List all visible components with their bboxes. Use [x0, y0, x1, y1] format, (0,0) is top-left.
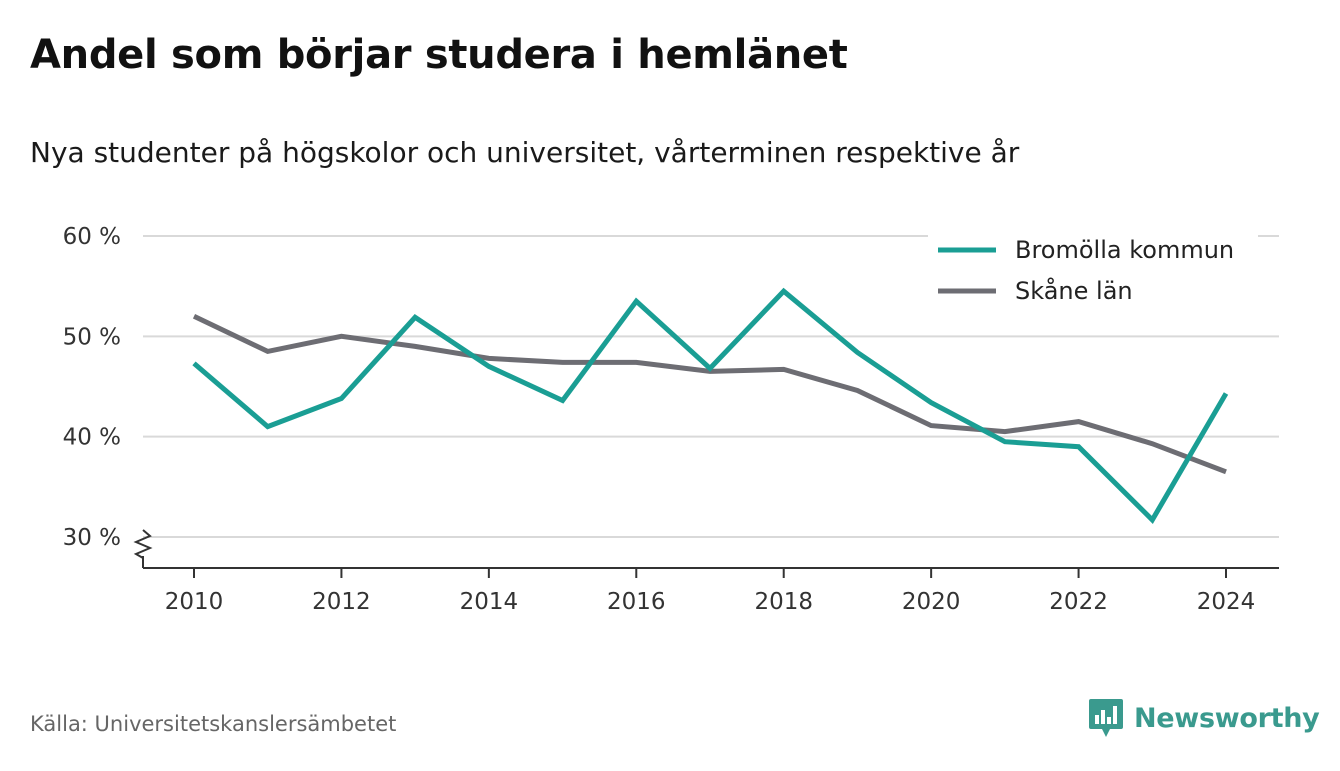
series-lines [192, 287, 1229, 524]
x-axis [133, 529, 1279, 569]
y-tick-label: 50 % [63, 324, 121, 350]
source-note: Källa: Universitetskanslersämbetet [30, 712, 397, 736]
chart-subtitle: Nya studenter på högskolor och universit… [30, 136, 1020, 169]
x-tick-label: 2018 [754, 589, 813, 615]
x-tick-label: 2016 [607, 589, 666, 615]
brand-name: Newsworthy [1134, 702, 1320, 734]
chart-title: Andel som börjar studera i hemlänet [30, 32, 848, 78]
y-tick-label: 30 % [63, 525, 121, 551]
x-tick-label: 2012 [312, 589, 371, 615]
legend-background [928, 226, 1258, 318]
series-line [192, 287, 1229, 524]
y-tick-label: 40 % [63, 425, 121, 451]
axis-break-icon [133, 529, 153, 559]
legend: Bromölla kommun Skåne län [928, 226, 1258, 318]
x-tick-label: 2020 [902, 589, 961, 615]
x-tick-label: 2014 [460, 589, 519, 615]
legend-label: Skåne län [1015, 276, 1133, 305]
legend-label: Bromölla kommun [1015, 236, 1234, 264]
brand-logo: Newsworthy [1088, 697, 1320, 739]
x-tick-label: 2022 [1049, 589, 1108, 615]
y-axis-tick-labels: 30 % 40 % 50 % 60 % [63, 224, 121, 551]
newsworthy-logo-icon [1089, 699, 1123, 737]
x-axis-ticks: 2010 2012 2014 2016 2018 2020 2022 2024 [165, 568, 1256, 615]
y-tick-label: 60 % [63, 224, 121, 250]
x-tick-label: 2010 [165, 589, 224, 615]
x-tick-label: 2024 [1197, 589, 1256, 615]
